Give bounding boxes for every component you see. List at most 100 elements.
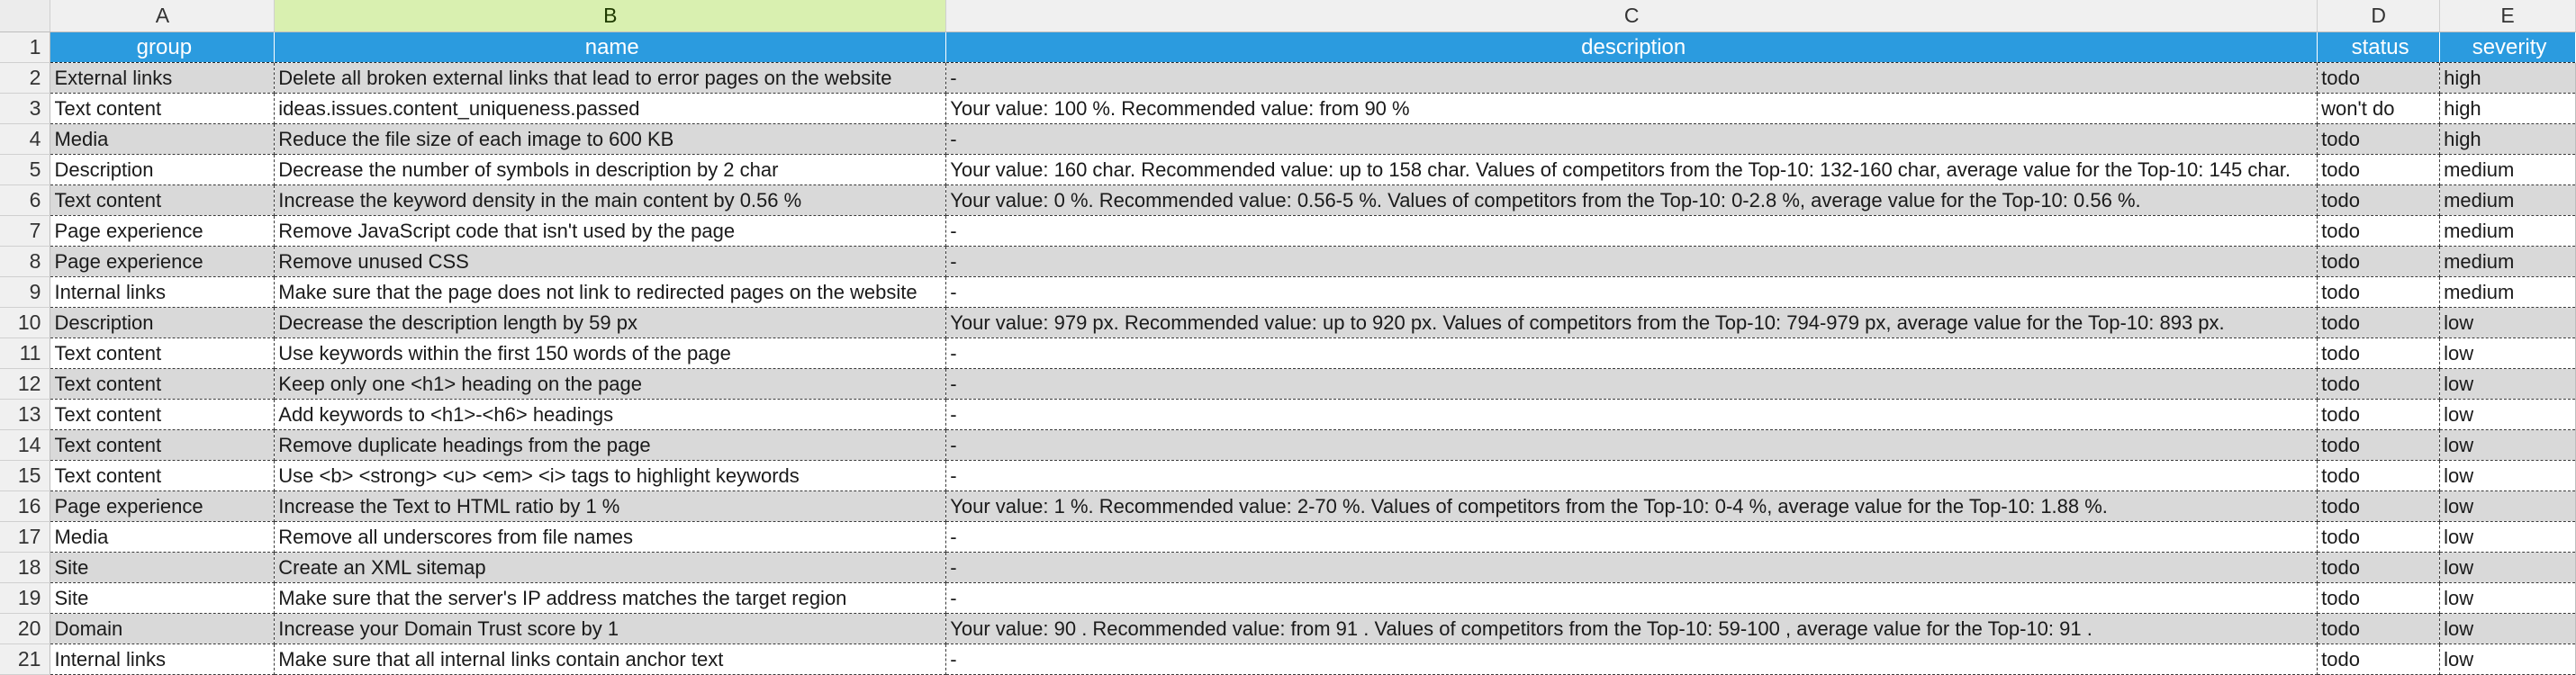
cell-severity[interactable]: medium (2439, 184, 2576, 216)
cell-group[interactable]: Text content (50, 93, 276, 124)
cell-description[interactable]: - (945, 246, 2318, 277)
cell-description[interactable]: Your value: 90 . Recommended value: from… (945, 613, 2318, 644)
cell-status[interactable]: todo (2317, 521, 2441, 553)
cell-status[interactable]: todo (2317, 644, 2441, 675)
cell-group[interactable]: Text content (50, 368, 276, 400)
row-number[interactable]: 21 (0, 644, 51, 675)
cell-severity[interactable]: low (2439, 521, 2576, 553)
cell-group[interactable]: Text content (50, 184, 276, 216)
row-number[interactable]: 16 (0, 490, 51, 522)
cell-description[interactable]: - (945, 429, 2318, 461)
cell-name[interactable]: Remove JavaScript code that isn't used b… (274, 215, 947, 247)
row-number[interactable]: 7 (0, 215, 51, 247)
header-cell-description[interactable]: description (945, 32, 2318, 63)
cell-severity[interactable]: low (2439, 582, 2576, 614)
cell-name[interactable]: Remove all underscores from file names (274, 521, 947, 553)
header-cell-group[interactable]: group (50, 32, 276, 63)
row-number[interactable]: 4 (0, 123, 51, 155)
cell-group[interactable]: Text content (50, 338, 276, 369)
cell-name[interactable]: Delete all broken external links that le… (274, 62, 947, 94)
row-number[interactable]: 6 (0, 184, 51, 216)
row-number[interactable]: 9 (0, 276, 51, 308)
cell-group[interactable]: Page experience (50, 215, 276, 247)
row-number[interactable]: 15 (0, 460, 51, 491)
row-number[interactable]: 14 (0, 429, 51, 461)
cell-name[interactable]: Increase the Text to HTML ratio by 1 % (274, 490, 947, 522)
row-number[interactable]: 10 (0, 307, 51, 338)
cell-severity[interactable]: low (2439, 552, 2576, 583)
cell-group[interactable]: Description (50, 307, 276, 338)
cell-description[interactable]: - (945, 62, 2318, 94)
cell-group[interactable]: Site (50, 582, 276, 614)
cell-name[interactable]: Use keywords within the first 150 words … (274, 338, 947, 369)
cell-group[interactable]: Text content (50, 460, 276, 491)
cell-description[interactable]: Your value: 1 %. Recommended value: 2-70… (945, 490, 2318, 522)
cell-status[interactable]: todo (2317, 613, 2441, 644)
cell-status[interactable]: todo (2317, 399, 2441, 430)
cell-description[interactable]: - (945, 460, 2318, 491)
cell-description[interactable]: Your value: 0 %. Recommended value: 0.56… (945, 184, 2318, 216)
cell-group[interactable]: Site (50, 552, 276, 583)
cell-severity[interactable]: low (2439, 429, 2576, 461)
cell-name[interactable]: Decrease the number of symbols in descri… (274, 154, 947, 185)
cell-group[interactable]: Internal links (50, 644, 276, 675)
cell-description[interactable]: - (945, 552, 2318, 583)
cell-status[interactable]: todo (2317, 368, 2441, 400)
cell-group[interactable]: External links (50, 62, 276, 94)
row-number[interactable]: 20 (0, 613, 51, 644)
header-cell-name[interactable]: name (274, 32, 947, 63)
cell-severity[interactable]: medium (2439, 276, 2576, 308)
cell-status[interactable]: todo (2317, 154, 2441, 185)
column-header-a[interactable]: A (50, 0, 276, 32)
cell-name[interactable]: Remove duplicate headings from the page (274, 429, 947, 461)
cell-status[interactable]: todo (2317, 307, 2441, 338)
cell-severity[interactable]: high (2439, 123, 2576, 155)
cell-status[interactable]: todo (2317, 460, 2441, 491)
cell-description[interactable]: - (945, 215, 2318, 247)
cell-name[interactable]: Create an XML sitemap (274, 552, 947, 583)
cell-description[interactable]: - (945, 521, 2318, 553)
cell-name[interactable]: ideas.issues.content_uniqueness.passed (274, 93, 947, 124)
row-number[interactable]: 1 (0, 32, 51, 63)
cell-severity[interactable]: low (2439, 460, 2576, 491)
cell-name[interactable]: Decrease the description length by 59 px (274, 307, 947, 338)
cell-status[interactable]: todo (2317, 552, 2441, 583)
cell-status[interactable]: todo (2317, 184, 2441, 216)
row-number[interactable]: 13 (0, 399, 51, 430)
cell-status[interactable]: todo (2317, 338, 2441, 369)
cell-name[interactable]: Increase your Domain Trust score by 1 (274, 613, 947, 644)
row-number[interactable]: 11 (0, 338, 51, 369)
row-number[interactable]: 12 (0, 368, 51, 400)
cell-severity[interactable]: medium (2439, 246, 2576, 277)
cell-severity[interactable]: medium (2439, 154, 2576, 185)
cell-status[interactable]: todo (2317, 490, 2441, 522)
cell-status[interactable]: todo (2317, 62, 2441, 94)
cell-name[interactable]: Make sure that the page does not link to… (274, 276, 947, 308)
cell-severity[interactable]: high (2439, 93, 2576, 124)
cell-description[interactable]: - (945, 338, 2318, 369)
cell-group[interactable]: Page experience (50, 490, 276, 522)
cell-group[interactable]: Domain (50, 613, 276, 644)
cell-severity[interactable]: low (2439, 368, 2576, 400)
column-header-c[interactable]: C (945, 0, 2318, 32)
cell-group[interactable]: Description (50, 154, 276, 185)
cell-name[interactable]: Add keywords to <h1>-<h6> headings (274, 399, 947, 430)
cell-name[interactable]: Increase the keyword density in the main… (274, 184, 947, 216)
cell-status[interactable]: won't do (2317, 93, 2441, 124)
row-number[interactable]: 18 (0, 552, 51, 583)
header-cell-status[interactable]: status (2317, 32, 2441, 63)
cell-name[interactable]: Make sure that all internal links contai… (274, 644, 947, 675)
cell-severity[interactable]: medium (2439, 215, 2576, 247)
cell-group[interactable]: Text content (50, 429, 276, 461)
cell-severity[interactable]: low (2439, 490, 2576, 522)
cell-name[interactable]: Use <b> <strong> <u> <em> <i> tags to hi… (274, 460, 947, 491)
cell-name[interactable]: Make sure that the server's IP address m… (274, 582, 947, 614)
cell-status[interactable]: todo (2317, 429, 2441, 461)
cell-description[interactable]: Your value: 100 %. Recommended value: fr… (945, 93, 2318, 124)
cell-description[interactable]: - (945, 368, 2318, 400)
cell-status[interactable]: todo (2317, 123, 2441, 155)
cell-status[interactable]: todo (2317, 276, 2441, 308)
cell-description[interactable]: - (945, 582, 2318, 614)
cell-status[interactable]: todo (2317, 215, 2441, 247)
cell-name[interactable]: Keep only one <h1> heading on the page (274, 368, 947, 400)
